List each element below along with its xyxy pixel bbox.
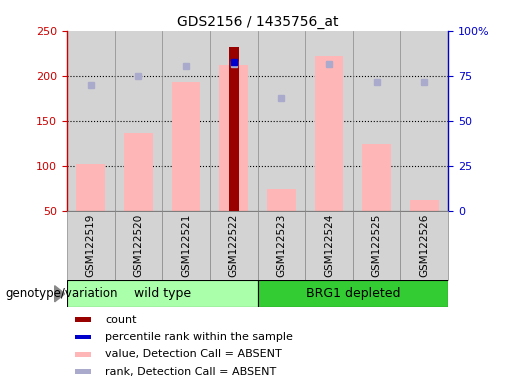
Bar: [267, 189, 296, 211]
Text: wild type: wild type: [134, 287, 191, 300]
Bar: [258, 280, 448, 307]
Polygon shape: [55, 286, 65, 302]
Text: value, Detection Call = ABSENT: value, Detection Call = ABSENT: [105, 349, 282, 359]
Bar: [124, 133, 152, 211]
Bar: [162, 211, 210, 280]
Text: GSM122521: GSM122521: [181, 214, 191, 278]
Bar: [75, 369, 91, 374]
Text: GSM122526: GSM122526: [419, 214, 429, 278]
Bar: [219, 65, 248, 211]
Text: percentile rank within the sample: percentile rank within the sample: [105, 332, 293, 342]
Text: GSM122519: GSM122519: [86, 214, 96, 278]
Text: GSM122524: GSM122524: [324, 214, 334, 278]
Text: GDS2156 / 1435756_at: GDS2156 / 1435756_at: [177, 15, 338, 29]
Text: GSM122525: GSM122525: [372, 214, 382, 278]
Text: BRG1 depleted: BRG1 depleted: [305, 287, 400, 300]
Bar: [229, 47, 238, 211]
Bar: [258, 211, 305, 280]
Text: GSM122522: GSM122522: [229, 214, 238, 278]
Bar: [353, 211, 401, 280]
Bar: [401, 211, 448, 280]
Text: genotype/variation: genotype/variation: [5, 287, 117, 300]
Text: count: count: [105, 314, 136, 325]
Bar: [171, 82, 200, 211]
Text: GSM122523: GSM122523: [277, 214, 286, 278]
Bar: [305, 211, 353, 280]
Bar: [67, 280, 258, 307]
Bar: [75, 352, 91, 357]
Bar: [76, 164, 105, 211]
Bar: [210, 211, 258, 280]
Bar: [75, 317, 91, 322]
Bar: [315, 56, 343, 211]
Bar: [363, 144, 391, 211]
Bar: [410, 200, 439, 211]
Bar: [67, 211, 115, 280]
Bar: [75, 334, 91, 339]
Text: GSM122520: GSM122520: [133, 214, 143, 277]
Bar: [114, 211, 162, 280]
Text: rank, Detection Call = ABSENT: rank, Detection Call = ABSENT: [105, 366, 277, 377]
